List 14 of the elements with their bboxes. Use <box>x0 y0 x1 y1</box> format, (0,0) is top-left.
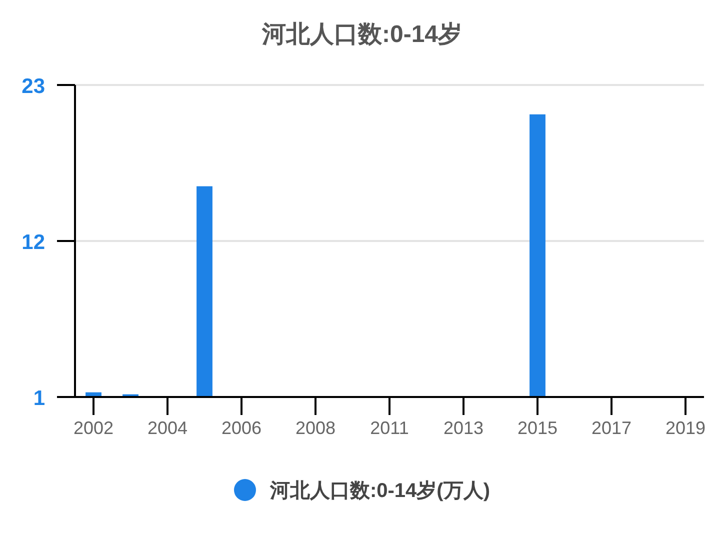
legend-label: 河北人口数:0-14岁(万人) <box>268 480 490 502</box>
x-tick-label: 2019 <box>665 418 706 438</box>
x-tick-label: 2013 <box>443 418 484 438</box>
y-tick-label: 12 <box>22 231 45 254</box>
x-tick-label: 2006 <box>221 418 262 438</box>
chart-title: 河北人口数:0-14岁 <box>260 21 462 48</box>
x-tick-label: 2004 <box>147 418 188 438</box>
x-tick-label: 2015 <box>517 418 558 438</box>
x-tick-label: 2017 <box>591 418 632 438</box>
x-tick-label: 2002 <box>73 418 114 438</box>
y-tick-label: 23 <box>22 75 45 98</box>
x-tick-label: 2011 <box>370 418 409 438</box>
y-tick-label: 1 <box>33 387 46 410</box>
x-tick-label: 2008 <box>295 418 336 438</box>
